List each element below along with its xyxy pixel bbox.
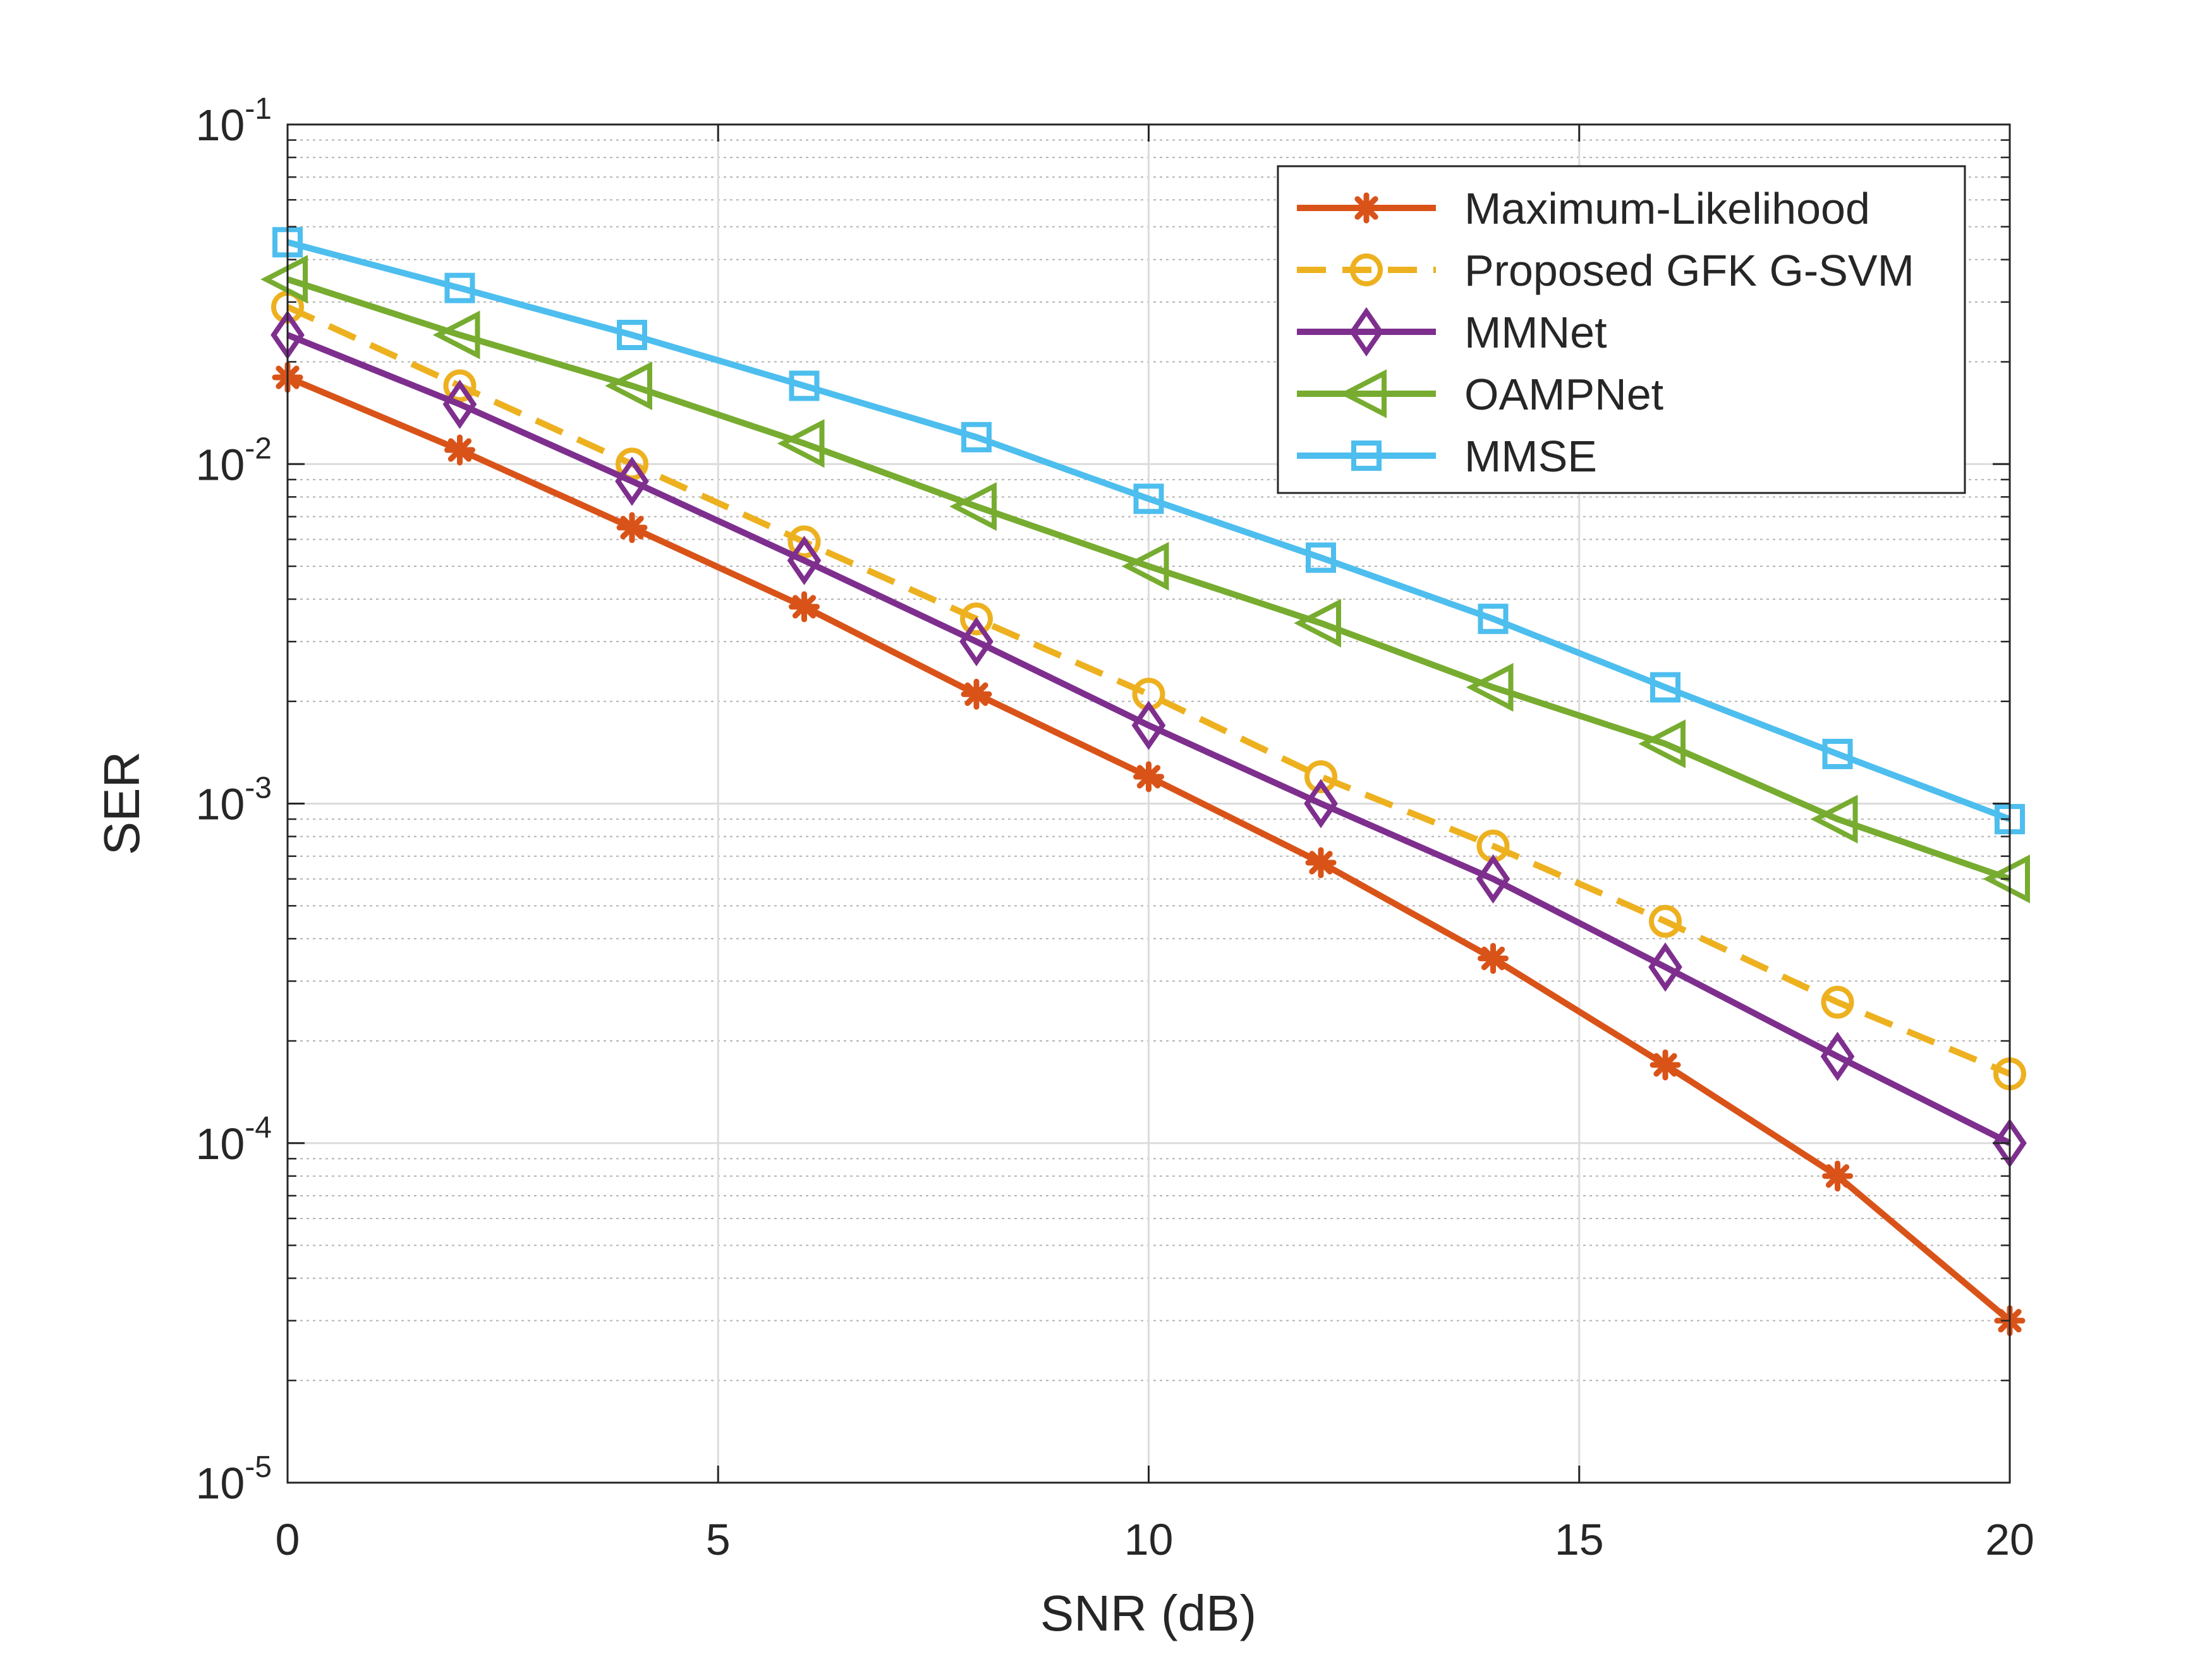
legend-label: Proposed GFK G-SVM xyxy=(1464,246,1914,295)
y-axis-label: SER xyxy=(94,751,150,856)
legend-label: MMNet xyxy=(1464,308,1607,357)
data-point xyxy=(1304,760,1337,793)
data-point xyxy=(789,370,820,401)
data-point xyxy=(442,379,477,429)
series-line xyxy=(286,332,2012,1146)
data-point xyxy=(1351,192,1382,224)
legend-label: OAMPNet xyxy=(1464,370,1663,419)
x-tick-label: 0 xyxy=(276,1515,300,1564)
legend-label: MMSE xyxy=(1464,432,1597,481)
data-point xyxy=(432,310,480,360)
series-layer xyxy=(260,227,2030,1337)
data-point xyxy=(1650,672,1680,703)
data-point xyxy=(1650,1049,1681,1081)
data-point xyxy=(616,512,648,544)
legend-entry: MMSE xyxy=(1297,432,1597,481)
data-point xyxy=(617,319,647,350)
x-tick-label: 15 xyxy=(1555,1515,1604,1564)
data-point xyxy=(1133,483,1164,514)
axis-ticks xyxy=(286,123,2011,1484)
y-tick-label: 10-1 xyxy=(195,92,272,150)
data-point xyxy=(444,272,475,303)
y-tick-label: 10-2 xyxy=(195,432,272,489)
series-oampnet xyxy=(260,255,2030,904)
data-point xyxy=(615,456,649,506)
x-tick-label: 5 xyxy=(706,1515,731,1564)
data-point xyxy=(1810,794,1858,844)
x-tick-label: 20 xyxy=(1985,1515,2034,1564)
data-point xyxy=(605,361,652,411)
data-point xyxy=(1131,700,1166,750)
data-point xyxy=(961,678,992,710)
data-point xyxy=(787,525,821,559)
x-axis-label: SNR (dB) xyxy=(1040,1585,1256,1641)
data-point xyxy=(444,434,475,466)
series-line xyxy=(286,276,2011,882)
data-point xyxy=(1822,1160,1853,1192)
data-point xyxy=(1351,441,1382,471)
data-point xyxy=(1648,942,1682,992)
x-tick-label: 10 xyxy=(1124,1515,1174,1564)
data-point xyxy=(959,617,994,667)
legend-label: Maximum-Likelihood xyxy=(1464,184,1870,233)
data-point xyxy=(960,602,993,636)
data-point xyxy=(1983,854,2030,904)
legend-entry: Proposed GFK G-SVM xyxy=(1297,246,1914,295)
data-point xyxy=(1478,942,1509,974)
data-point xyxy=(1133,761,1164,793)
data-point xyxy=(443,369,477,403)
data-point xyxy=(1820,1031,1855,1081)
data-point xyxy=(1306,542,1336,573)
data-point xyxy=(789,591,820,623)
series-line xyxy=(286,304,2011,1077)
data-point xyxy=(961,422,992,453)
data-point xyxy=(260,255,308,304)
y-tick-label: 10-4 xyxy=(195,1111,272,1169)
series-mmse xyxy=(272,227,2025,835)
data-point xyxy=(1349,307,1383,357)
y-tick-label: 10-3 xyxy=(195,772,272,829)
legend: Maximum-Likelihood Proposed GFK G-SVM MMNe… xyxy=(1277,165,1966,494)
legend-entry: Maximum-Likelihood xyxy=(1297,184,1870,233)
data-point xyxy=(1821,985,1854,1019)
data-point xyxy=(1466,662,1514,712)
data-point xyxy=(777,419,825,468)
data-point xyxy=(949,482,997,531)
series-mmnet xyxy=(270,310,2027,1168)
y-tick-label: 10-5 xyxy=(195,1450,272,1508)
series-line xyxy=(286,239,2011,822)
data-point xyxy=(1339,369,1387,418)
data-point xyxy=(1476,854,1510,904)
data-point xyxy=(1638,719,1686,769)
data-point xyxy=(1304,779,1338,829)
data-point xyxy=(1350,253,1383,286)
data-point xyxy=(1121,542,1169,591)
legend-entry: MMNet xyxy=(1297,307,1607,357)
data-point xyxy=(1822,738,1853,769)
data-point xyxy=(787,535,822,585)
data-point xyxy=(1294,599,1341,648)
data-point xyxy=(1478,604,1509,635)
y-tick-labels: 10-1 10-2 10-3 10-4 10-5 xyxy=(195,92,272,1508)
legend-entry: OAMPNet xyxy=(1297,369,1663,419)
data-point xyxy=(1649,904,1682,938)
data-point xyxy=(1305,847,1337,878)
x-tick-labels: 0 5 10 15 20 xyxy=(276,1515,2034,1564)
